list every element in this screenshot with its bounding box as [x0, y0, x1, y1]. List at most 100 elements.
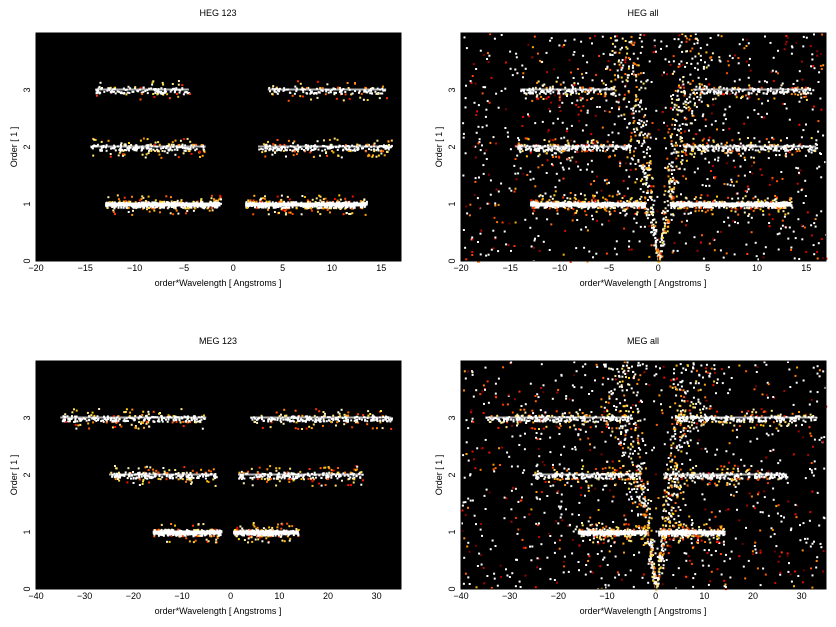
band-event	[566, 139, 569, 142]
wedge-event	[631, 43, 634, 46]
background-event	[482, 54, 485, 56]
background-event	[603, 95, 605, 98]
wedge-event	[645, 177, 648, 180]
band-event	[548, 207, 551, 210]
wedge-event	[669, 188, 672, 191]
band-event	[801, 146, 804, 149]
background-event	[794, 151, 797, 154]
wedge-event	[634, 168, 637, 171]
background-event	[648, 255, 651, 258]
background-event	[645, 123, 648, 126]
background-event	[544, 192, 547, 195]
band-event	[310, 207, 313, 210]
background-event	[648, 60, 651, 63]
band-event	[112, 211, 115, 214]
background-event	[527, 43, 530, 46]
band-event	[586, 92, 589, 95]
background-event	[776, 233, 779, 236]
band-event	[338, 194, 341, 197]
band-event	[175, 87, 178, 90]
band-event	[148, 210, 151, 213]
band-event	[160, 156, 163, 159]
wedge-event	[666, 218, 669, 221]
band-event	[297, 534, 300, 537]
background-event	[797, 190, 800, 193]
background-event	[775, 154, 778, 157]
band-event	[192, 200, 195, 203]
band-event	[799, 93, 802, 96]
band-event	[177, 95, 180, 98]
band-event	[733, 86, 736, 89]
band-event	[690, 146, 693, 149]
band-event	[276, 195, 279, 198]
band-event	[272, 206, 275, 209]
band-event	[175, 146, 178, 149]
background-event	[531, 46, 534, 49]
band-event	[140, 91, 143, 94]
background-event	[618, 108, 620, 111]
band-event	[366, 143, 369, 146]
band-event	[359, 200, 362, 203]
band-event	[586, 99, 589, 102]
band-event	[608, 210, 611, 213]
band-event	[253, 194, 256, 197]
band-event	[713, 92, 716, 95]
background-event	[622, 209, 625, 212]
background-event	[800, 60, 803, 63]
band-event	[814, 147, 817, 150]
wedge-event	[672, 55, 675, 58]
band-event	[527, 138, 530, 141]
band-event	[214, 541, 217, 544]
band-event	[347, 149, 350, 152]
background-event	[616, 39, 619, 42]
background-event	[619, 165, 621, 168]
band-event	[99, 148, 102, 151]
band-event	[630, 138, 633, 141]
band-event	[718, 86, 721, 89]
band-event	[354, 82, 356, 84]
band-event	[197, 535, 200, 537]
band-event	[718, 91, 721, 94]
band-event	[284, 209, 286, 212]
band-event	[538, 149, 540, 152]
band-event	[377, 149, 380, 152]
wedge-event	[667, 220, 670, 222]
band-event	[694, 93, 696, 96]
band-event	[720, 90, 723, 93]
background-event	[650, 244, 653, 247]
band-event	[710, 208, 713, 211]
event-pixels	[60, 408, 393, 544]
background-event	[630, 135, 633, 138]
wedge-event	[621, 37, 624, 40]
background-event	[693, 236, 696, 239]
background-event	[561, 166, 564, 169]
band-event	[194, 534, 197, 537]
band-event	[579, 96, 582, 99]
band-event	[193, 205, 196, 208]
wedge-event	[625, 56, 627, 59]
background-event	[593, 180, 596, 182]
band-event	[747, 91, 750, 94]
background-event	[497, 106, 500, 109]
band-event	[735, 96, 738, 99]
band-event	[280, 149, 282, 152]
band-event	[708, 206, 710, 209]
background-event	[732, 220, 735, 222]
band-event	[356, 143, 359, 146]
wedge-event	[691, 47, 694, 50]
wedge-event	[652, 208, 655, 211]
wedge-event	[697, 52, 700, 55]
wedge-event	[639, 188, 642, 191]
background-event	[462, 132, 465, 135]
wedge-event	[647, 146, 650, 149]
background-event	[532, 177, 535, 180]
background-event	[465, 84, 467, 87]
band-event	[270, 534, 272, 537]
background-event	[514, 172, 517, 175]
band-event	[529, 149, 532, 152]
background-event	[566, 127, 569, 130]
background-event	[531, 56, 534, 59]
band-event	[319, 195, 322, 198]
wedge-event	[705, 51, 708, 54]
band-event	[725, 147, 728, 150]
